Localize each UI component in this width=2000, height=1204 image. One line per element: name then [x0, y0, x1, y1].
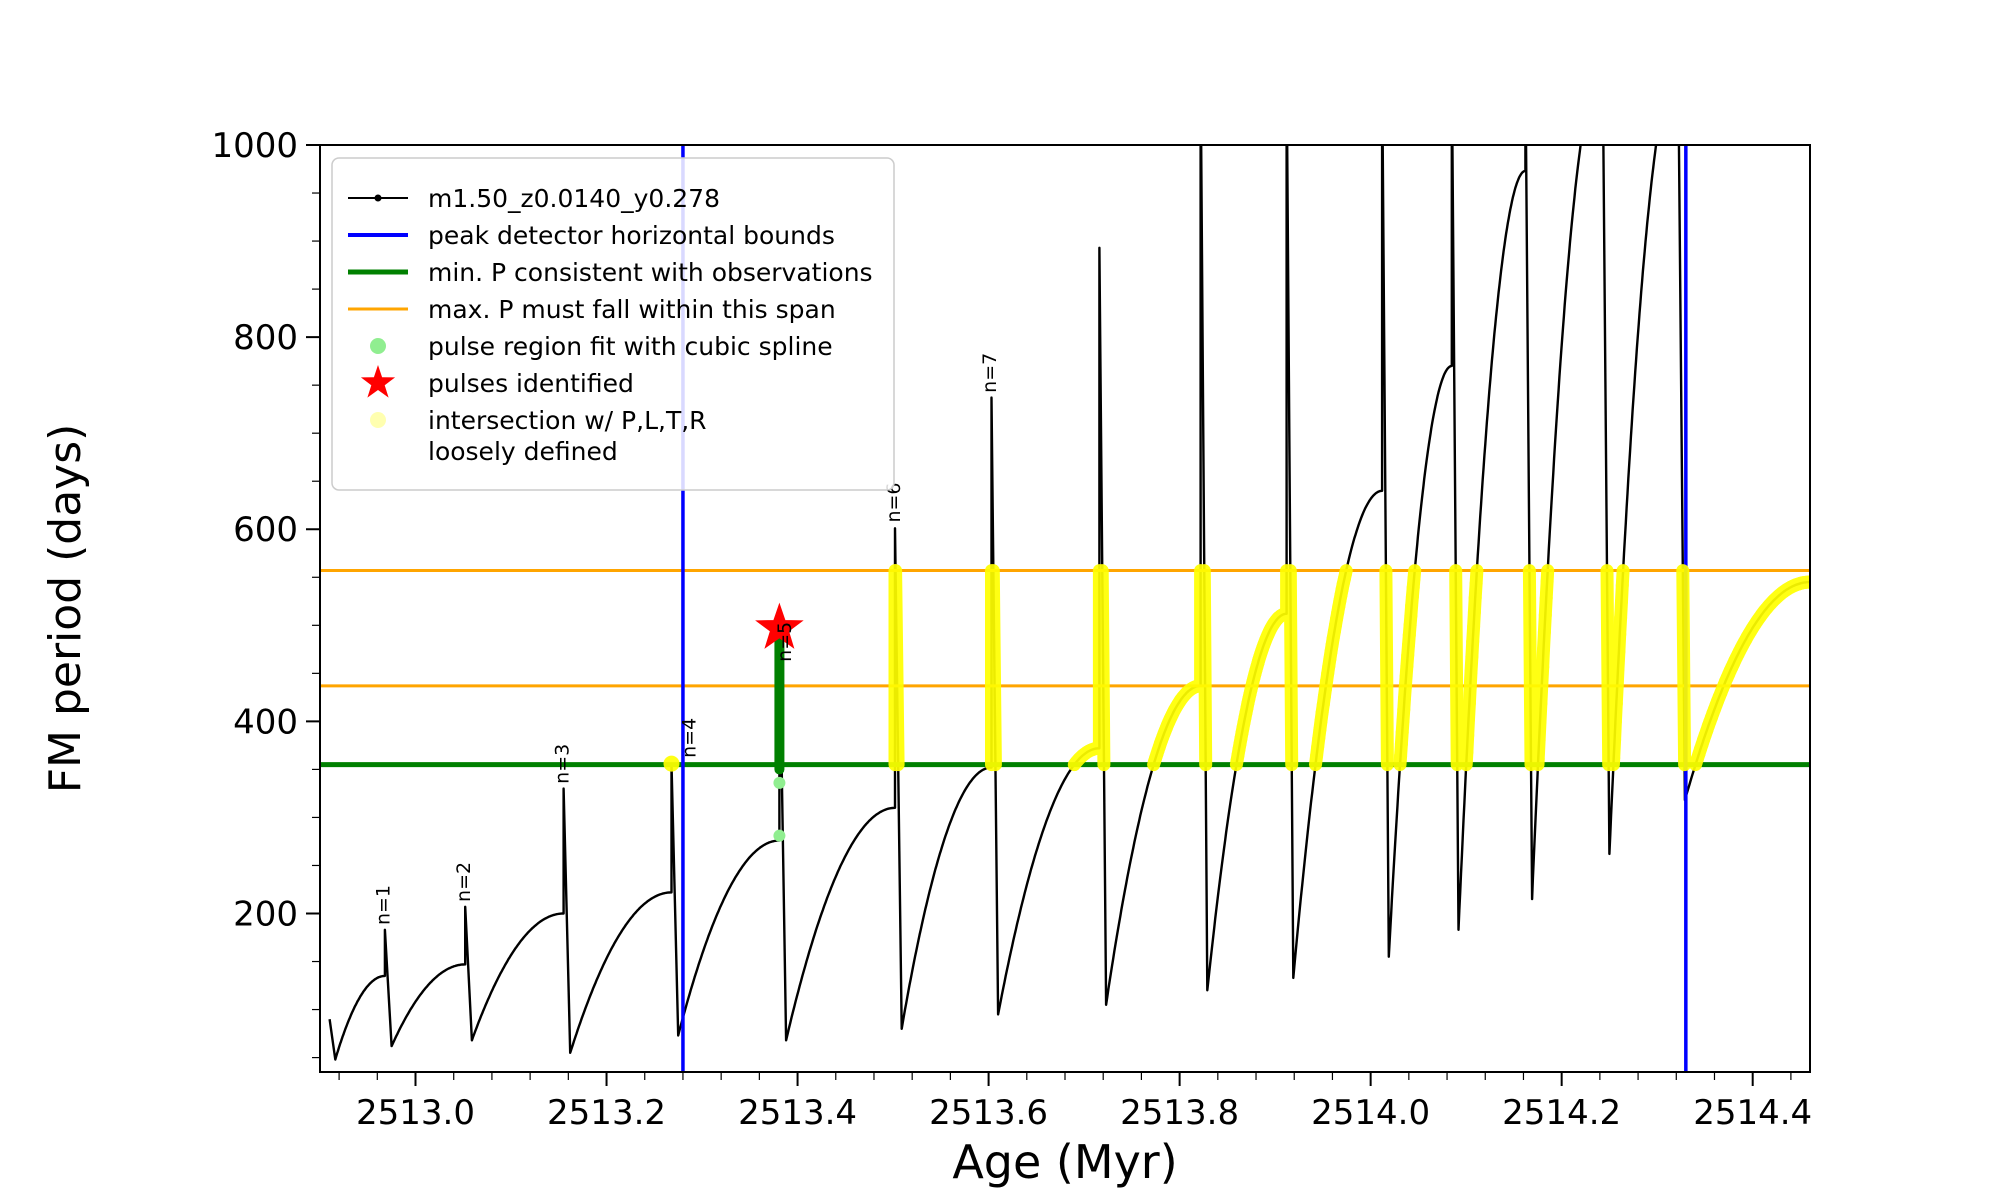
y-tick-label: 1000	[211, 126, 298, 166]
legend-label: m1.50_z0.0140_y0.278	[428, 184, 720, 213]
intersection-mark	[993, 571, 995, 765]
intersection-mark	[1456, 571, 1458, 765]
x-tick-label: 2514.4	[1693, 1093, 1812, 1133]
intersection-mark	[1290, 571, 1291, 765]
legend-label: min. P consistent with observations	[428, 258, 873, 287]
legend-item-5: pulse region fit with cubic spline	[370, 332, 833, 361]
pulse-label: n=3	[551, 744, 573, 784]
pulse-region-fit-dot	[773, 830, 785, 842]
pulse-label: n=1	[373, 885, 395, 925]
intersection-mark	[1529, 571, 1531, 765]
intersection-mark	[1346, 571, 1347, 574]
x-axis-label: Age (Myr)	[952, 1135, 1177, 1189]
x-tick-label: 2513.6	[929, 1093, 1048, 1133]
intersection-dot-n4	[663, 756, 679, 772]
pulse-label: n=7	[979, 353, 1001, 393]
intersection-mark	[1204, 571, 1205, 765]
intersection-mark	[1683, 571, 1685, 765]
pulse-region-fit-dot	[773, 777, 785, 789]
legend-dot-swatch	[370, 412, 386, 428]
legend-label: loosely defined	[428, 437, 618, 466]
legend-dot-swatch	[370, 338, 386, 354]
pulse-label: n=5	[774, 622, 796, 662]
legend-label: intersection w/ P,L,T,R	[428, 406, 707, 435]
intersection-mark	[1102, 571, 1104, 765]
intersection-mark	[1386, 571, 1388, 765]
y-tick-label: 600	[233, 510, 298, 550]
intersection-mark	[896, 571, 899, 765]
legend-label: pulse region fit with cubic spline	[428, 332, 833, 361]
pulse-label: n=4	[678, 718, 700, 758]
y-tick-label: 800	[233, 318, 298, 358]
x-tick-label: 2513.2	[547, 1093, 666, 1133]
y-axis-label: FM period (days)	[40, 424, 91, 794]
x-tick-label: 2514.2	[1502, 1093, 1621, 1133]
y-tick-label: 200	[233, 894, 298, 934]
legend-label: max. P must fall within this span	[428, 295, 836, 324]
intersection-mark	[1547, 571, 1548, 582]
legend-label: peak detector horizontal bounds	[428, 221, 835, 250]
x-tick-label: 2513.4	[738, 1093, 857, 1133]
x-tick-label: 2514.0	[1311, 1093, 1430, 1133]
legend-label: pulses identified	[428, 369, 634, 398]
intersection-mark	[1476, 571, 1477, 584]
intersection-mark	[1414, 571, 1415, 579]
x-tick-label: 2513.0	[356, 1093, 475, 1133]
intersection-mark	[1622, 571, 1623, 586]
pulse-label: n=2	[453, 862, 475, 902]
legend-dot-swatch	[375, 195, 382, 202]
x-tick-label: 2513.8	[1120, 1093, 1239, 1133]
y-tick-label: 400	[233, 702, 298, 742]
